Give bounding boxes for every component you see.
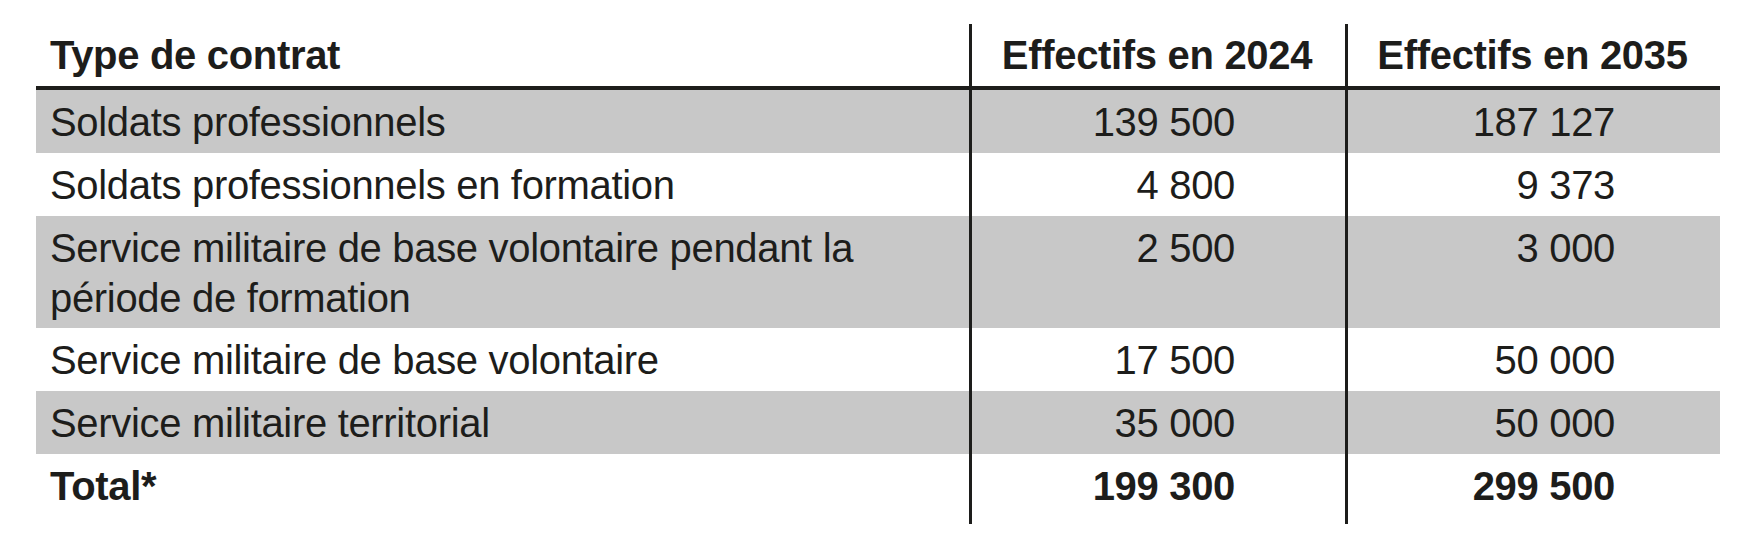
column-header-effectifs-2024: Effectifs en 2024 xyxy=(969,24,1345,86)
total-value-2035: 299 500 xyxy=(1345,454,1720,517)
table-row-soldats-professionnels: Soldats professionnels 139 500 187 127 xyxy=(36,90,1720,153)
table-header-row: Type de contrat Effectifs en 2024 Effect… xyxy=(36,24,1720,86)
value-2024: 35 000 xyxy=(969,391,1345,454)
value-2024: 17 500 xyxy=(969,328,1345,391)
total-label: Total* xyxy=(36,454,969,517)
row-label: Service militaire de base volontaire pen… xyxy=(36,216,969,328)
row-label: Service militaire territorial xyxy=(36,391,969,454)
column-divider-2 xyxy=(1345,24,1348,524)
value-2035: 3 000 xyxy=(1345,216,1720,328)
table-row-total: Total* 199 300 299 500 xyxy=(36,454,1720,517)
value-2024: 4 800 xyxy=(969,153,1345,216)
row-label: Soldats professionnels en formation xyxy=(36,153,969,216)
value-2035: 50 000 xyxy=(1345,391,1720,454)
total-value-2024: 199 300 xyxy=(969,454,1345,517)
column-header-effectifs-2035: Effectifs en 2035 xyxy=(1345,24,1720,86)
row-label: Service militaire de base volontaire xyxy=(36,328,969,391)
table-row-soldats-professionnels-formation: Soldats professionnels en formation 4 80… xyxy=(36,153,1720,216)
value-2024: 2 500 xyxy=(969,216,1345,328)
value-2035: 50 000 xyxy=(1345,328,1720,391)
table-row-smb-volontaire: Service militaire de base volontaire 17 … xyxy=(36,328,1720,391)
table-row-service-militaire-territorial: Service militaire territorial 35 000 50 … xyxy=(36,391,1720,454)
value-2035: 9 373 xyxy=(1345,153,1720,216)
column-divider-1 xyxy=(969,24,972,524)
effectifs-table: Type de contrat Effectifs en 2024 Effect… xyxy=(36,24,1720,517)
row-label: Soldats professionnels xyxy=(36,90,969,153)
value-2024: 139 500 xyxy=(969,90,1345,153)
value-2035: 187 127 xyxy=(1345,90,1720,153)
column-header-type-de-contrat: Type de contrat xyxy=(36,24,969,86)
table-row-smb-volontaire-formation: Service militaire de base volontaire pen… xyxy=(36,216,1720,328)
